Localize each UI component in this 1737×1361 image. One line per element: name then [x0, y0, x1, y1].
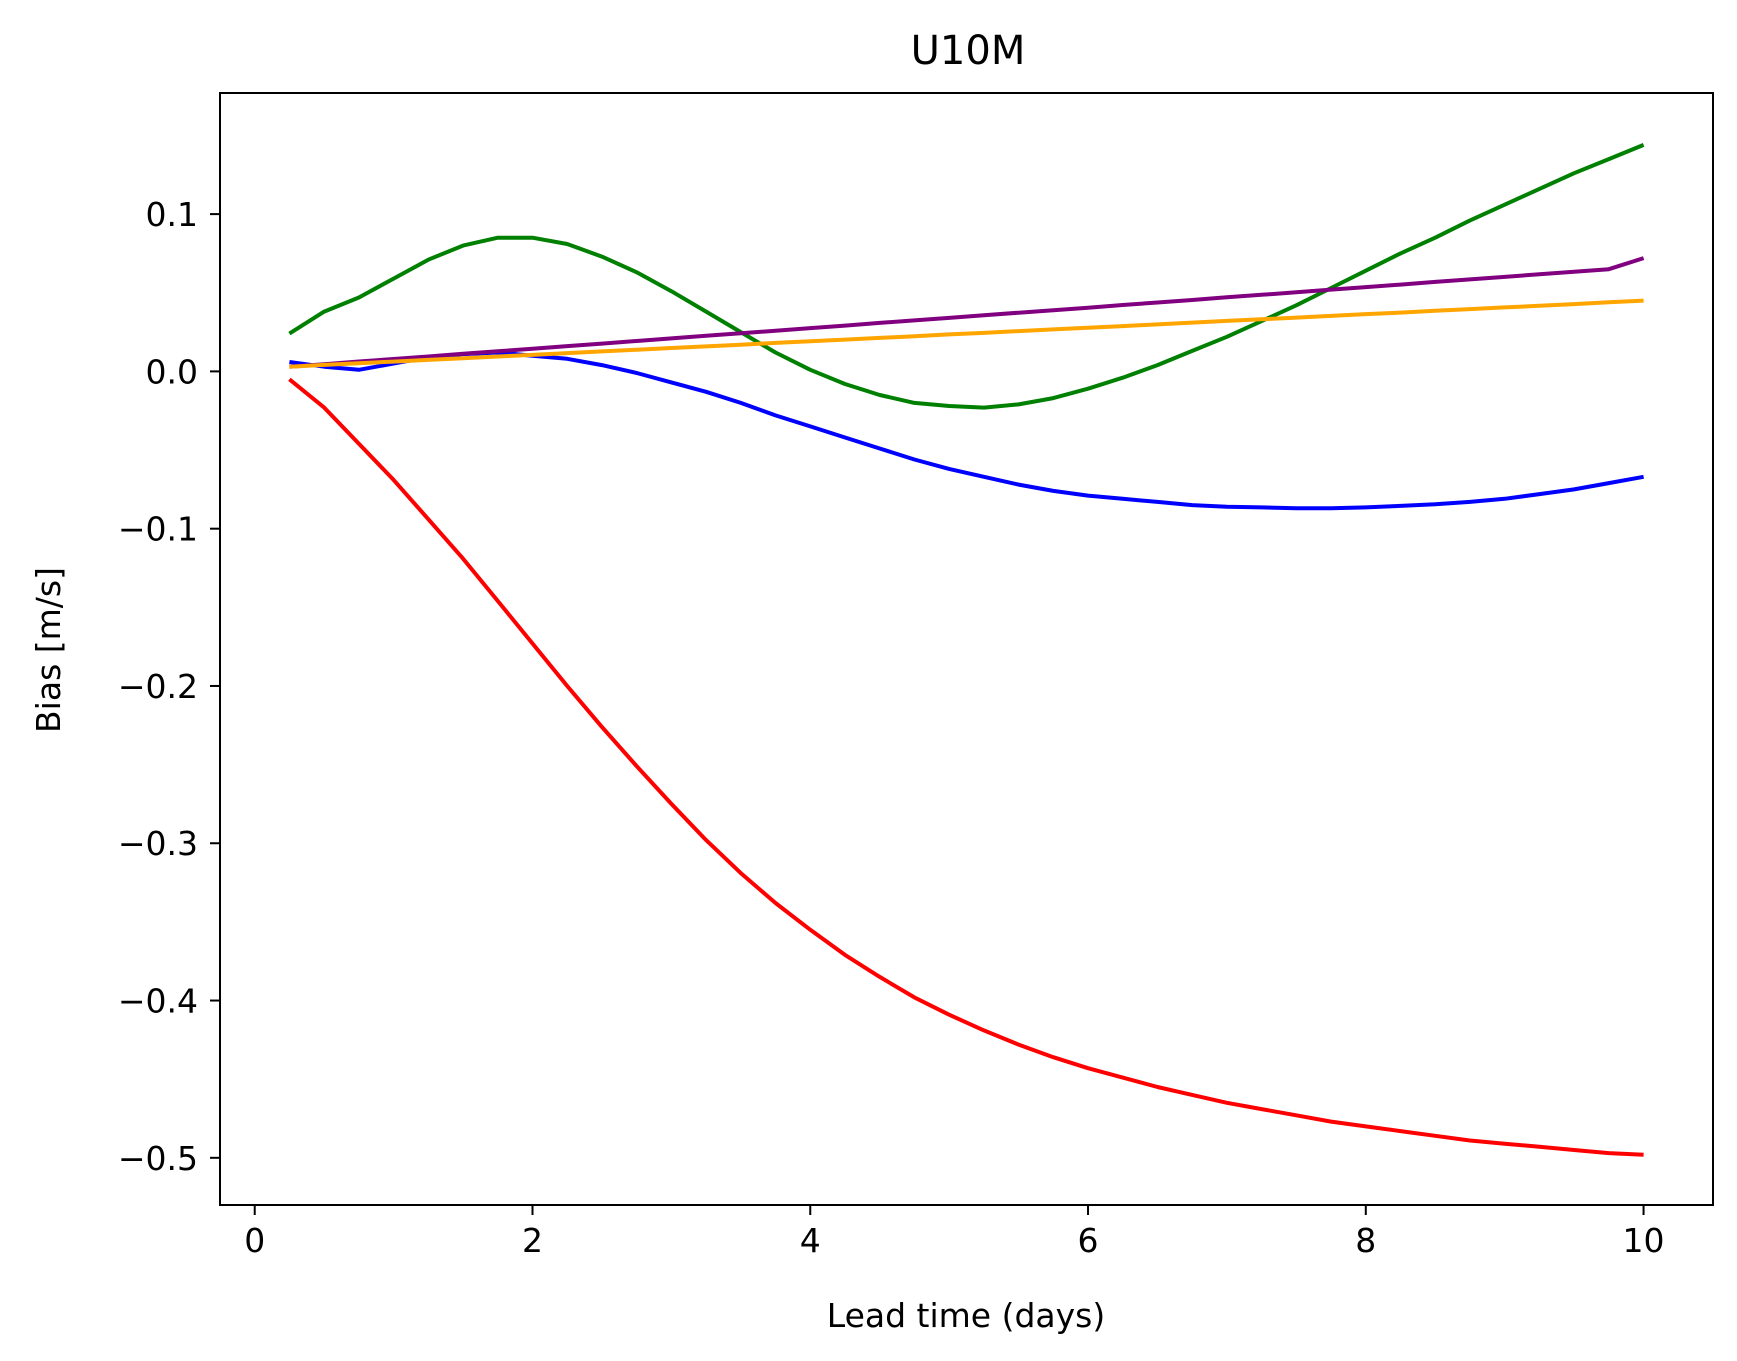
- y-tick-label: −0.3: [118, 824, 198, 863]
- series-line-1: [288, 377, 1644, 1157]
- y-tick-label: −0.5: [118, 1139, 198, 1178]
- chart-title: U10M: [911, 28, 1026, 74]
- x-tick-label: 4: [800, 1221, 821, 1260]
- x-axis-title: Lead time (days): [827, 1296, 1105, 1335]
- y-axis-title: Bias [m/s]: [29, 567, 68, 733]
- x-tick-label: 6: [1078, 1221, 1099, 1260]
- y-tick-label: 0.0: [146, 352, 198, 391]
- x-tick-label: 10: [1623, 1221, 1665, 1260]
- ticks-layer: 0 2 4 6 8 10 0.1 0.0 −0.1 −0.2 −0.3 −0.4 −0.5: [118, 195, 1665, 1260]
- x-tick-label: 8: [1355, 1221, 1376, 1260]
- plot-frame: [219, 92, 1714, 1206]
- series-line-4: [289, 256, 1645, 369]
- series-line-3: [288, 143, 1645, 410]
- series-line-5: [289, 298, 1644, 369]
- x-tick-label: 0: [244, 1221, 265, 1260]
- y-tick-label: −0.2: [118, 667, 198, 706]
- x-tick-label: 2: [522, 1221, 543, 1260]
- y-tick-label: 0.1: [146, 195, 198, 234]
- series-layer: [288, 143, 1645, 1157]
- y-tick-label: −0.4: [118, 982, 198, 1021]
- y-tick-label: −0.1: [118, 510, 198, 549]
